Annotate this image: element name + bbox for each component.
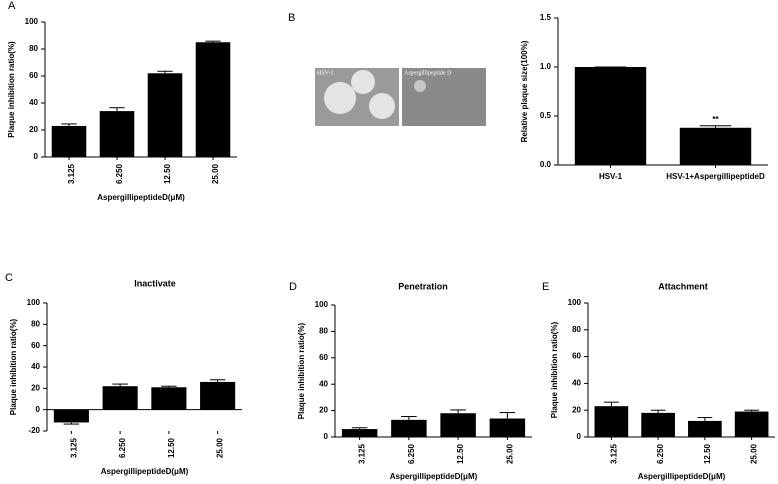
y-tick-label: 60 xyxy=(29,71,38,80)
x-axis-label: AspergillipeptideD(μM) xyxy=(101,467,189,476)
image-label: Aspergillipeptide D xyxy=(404,70,452,76)
panel-label: B xyxy=(288,12,295,24)
x-tick-label: 25.00 xyxy=(216,437,225,458)
x-tick-label: 12.50 xyxy=(163,163,172,184)
bar xyxy=(679,127,752,165)
bar xyxy=(99,111,135,157)
bar xyxy=(102,386,138,410)
bar xyxy=(641,412,675,437)
y-axis-label: Plaque inhibition ratio(%) xyxy=(9,318,18,415)
bar xyxy=(151,387,187,410)
x-tick-label: 25.00 xyxy=(211,163,220,184)
bar xyxy=(53,409,89,423)
bar xyxy=(147,73,183,157)
bar xyxy=(200,381,236,410)
y-tick-label: 100 xyxy=(568,298,582,307)
y-tick-label: 0 xyxy=(34,152,39,161)
y-tick-label: 100 xyxy=(25,17,39,26)
bar xyxy=(688,420,722,437)
chart-title: Inactivate xyxy=(134,278,176,288)
x-axis-label: AspergillipeptideD(μM) xyxy=(97,193,185,202)
y-tick-label: 1.0 xyxy=(540,62,552,71)
chart-title: Penetration xyxy=(398,281,448,291)
panel-label: E xyxy=(542,281,549,293)
x-axis-label: AspergillipeptideD(μM) xyxy=(390,472,478,481)
x-tick-label: HSV-1+AspergillipeptideD xyxy=(666,172,765,181)
y-tick-label: 20 xyxy=(572,405,581,414)
bar xyxy=(51,125,87,157)
y-tick-label: 1.5 xyxy=(540,13,552,22)
plaque xyxy=(369,93,395,119)
micrograph xyxy=(402,68,486,126)
y-tick-label: 40 xyxy=(29,98,38,107)
x-tick-label: 6.250 xyxy=(407,443,416,464)
x-tick-label: 25.00 xyxy=(505,443,514,464)
bar xyxy=(341,429,378,437)
x-tick-label: 6.250 xyxy=(656,443,665,464)
y-tick-label: 0.0 xyxy=(540,160,552,169)
plaque xyxy=(351,70,375,94)
y-tick-label: 20 xyxy=(29,125,38,134)
x-tick-label: 6.250 xyxy=(118,437,127,458)
bar-annotation: ** xyxy=(712,115,719,124)
y-tick-label: 100 xyxy=(27,298,41,307)
chart-title: Attachment xyxy=(658,281,708,291)
plaque xyxy=(324,82,356,114)
x-axis-label: AspergillipeptideD(μM) xyxy=(638,472,726,481)
y-tick-label: 100 xyxy=(315,300,329,309)
bar xyxy=(440,413,476,437)
y-tick-label: 40 xyxy=(319,379,328,388)
bar xyxy=(489,418,526,437)
y-tick-label: 60 xyxy=(31,341,40,350)
bar xyxy=(594,406,629,437)
bar xyxy=(195,42,231,157)
y-tick-label: 60 xyxy=(572,352,581,361)
x-tick-label: 12.50 xyxy=(703,443,712,464)
y-tick-label: 80 xyxy=(319,327,328,336)
y-tick-label: 40 xyxy=(572,379,581,388)
y-tick-label: 20 xyxy=(31,383,40,392)
image-label: HSV-1 xyxy=(317,70,333,76)
y-tick-label: 80 xyxy=(572,325,581,334)
y-axis-label: Plaque inhibition ratio(%) xyxy=(7,41,16,138)
x-tick-label: 25.00 xyxy=(750,443,759,464)
y-tick-label: 40 xyxy=(31,362,40,371)
x-tick-label: 3.125 xyxy=(67,163,76,184)
bar xyxy=(391,419,427,437)
bar xyxy=(734,411,769,437)
panel-label: D xyxy=(289,281,297,293)
y-axis-label: Plaque inhibition ratio(%) xyxy=(297,322,306,419)
plaque xyxy=(414,80,426,92)
panel-label: A xyxy=(8,0,16,12)
y-tick-label: -20 xyxy=(28,426,40,435)
x-tick-label: 12.50 xyxy=(167,437,176,458)
x-tick-label: 6.250 xyxy=(115,163,124,184)
bar xyxy=(574,67,647,165)
y-tick-label: 0 xyxy=(36,405,41,414)
x-tick-label: 3.125 xyxy=(69,437,78,458)
y-tick-label: 0 xyxy=(324,432,329,441)
y-tick-label: 60 xyxy=(319,353,328,362)
x-tick-label: HSV-1 xyxy=(599,172,623,181)
y-tick-label: 80 xyxy=(31,319,40,328)
y-tick-label: 80 xyxy=(29,44,38,53)
y-axis-label: Plaque inhibition ratio(%) xyxy=(550,321,559,418)
y-tick-label: 0.5 xyxy=(540,111,552,120)
x-tick-label: 3.125 xyxy=(358,443,367,464)
y-tick-label: 20 xyxy=(319,406,328,415)
x-tick-label: 3.125 xyxy=(609,443,618,464)
y-axis-label: Relative plaque size(100%) xyxy=(520,40,529,142)
x-tick-label: 12.50 xyxy=(456,443,465,464)
panel-label: C xyxy=(5,272,13,284)
y-tick-label: 0 xyxy=(577,432,582,441)
